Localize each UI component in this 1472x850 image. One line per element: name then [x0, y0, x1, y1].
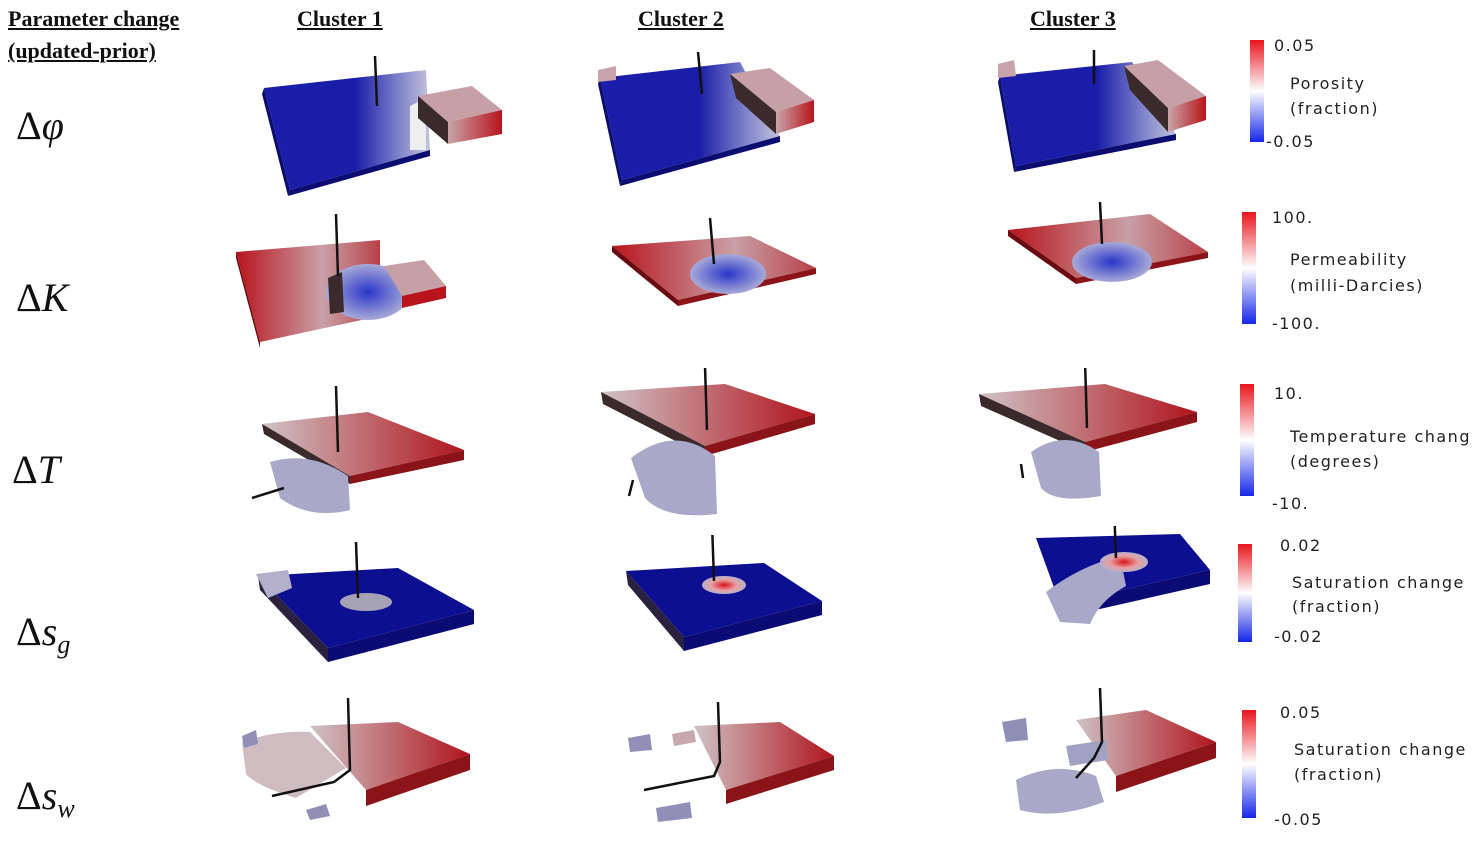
gas-saturation-colorbar-unit: (fraction): [1292, 597, 1381, 616]
gas-saturation-colorbar-label: Saturation change: [1292, 573, 1465, 592]
gas-saturation-cluster-1-render: [256, 541, 474, 662]
porosity-colorbar-min: -0.05: [1266, 132, 1315, 151]
permeability-colorbar-min: -100.: [1272, 314, 1321, 333]
water-saturation-cluster-3-render: [1002, 687, 1216, 814]
row-label-water-saturation: Δsw: [16, 773, 75, 823]
porosity-cluster-3-render: [998, 50, 1206, 172]
cluster-3-header: Cluster 3: [1030, 6, 1116, 31]
porosity-colorbar-max: 0.05: [1274, 36, 1316, 55]
water-saturation-colorbar-unit: (fraction): [1294, 765, 1383, 784]
temperature-cluster-1-render: [251, 385, 464, 514]
porosity-cluster-1-render: [262, 55, 502, 196]
gas-saturation-cluster-3-render: [1036, 526, 1210, 624]
temperature-colorbar-min: -10.: [1272, 494, 1310, 513]
permeability-cluster-1-render: [236, 213, 446, 348]
temperature-colorbar-label: Temperature change: [1290, 427, 1472, 446]
param-title-line1: Parameter change: [8, 6, 180, 31]
cluster-1-header: Cluster 1: [297, 6, 383, 31]
param-title-line2: (updated-prior): [8, 38, 156, 63]
water-saturation-cluster-2-render: [628, 701, 834, 822]
water-saturation-colorbar-min: -0.05: [1274, 810, 1323, 829]
gas-saturation-colorbar-min: -0.02: [1274, 627, 1323, 646]
cluster-2-header: Cluster 2: [638, 6, 724, 31]
gas-saturation-colorbar: [1238, 544, 1252, 642]
permeability-colorbar-unit: (milli-Darcies): [1290, 276, 1424, 295]
temperature-cluster-2-render: [601, 368, 815, 516]
permeability-colorbar-max: 100.: [1272, 208, 1314, 227]
temperature-colorbar-unit: (degrees): [1290, 452, 1381, 471]
gas-saturation-colorbar-max: 0.02: [1280, 536, 1322, 555]
permeability-colorbar: [1242, 212, 1256, 324]
water-saturation-colorbar: [1242, 710, 1256, 818]
row-label-permeability: ΔK: [16, 275, 69, 320]
permeability-colorbar-label: Permeability: [1290, 250, 1408, 269]
gas-saturation-cluster-2-render: [626, 535, 822, 651]
temperature-colorbar: [1240, 384, 1254, 496]
porosity-colorbar-unit: (fraction): [1290, 99, 1379, 118]
porosity-colorbar-label: Porosity: [1290, 74, 1366, 93]
temperature-colorbar-max: 10.: [1274, 384, 1304, 403]
porosity-colorbar: [1250, 40, 1264, 142]
water-saturation-cluster-1-render: [242, 697, 470, 820]
row-label-gas-saturation: Δsg: [16, 609, 71, 659]
temperature-cluster-3-render: [979, 368, 1197, 499]
water-saturation-colorbar-label: Saturation change: [1294, 740, 1467, 759]
row-label-temperature: ΔT: [12, 447, 60, 492]
row-label-porosity: Δφ: [16, 103, 64, 148]
porosity-cluster-2-render: [598, 51, 814, 186]
permeability-cluster-3-render: [1008, 201, 1208, 284]
water-saturation-colorbar-max: 0.05: [1280, 703, 1322, 722]
permeability-cluster-2-render: [612, 217, 816, 306]
